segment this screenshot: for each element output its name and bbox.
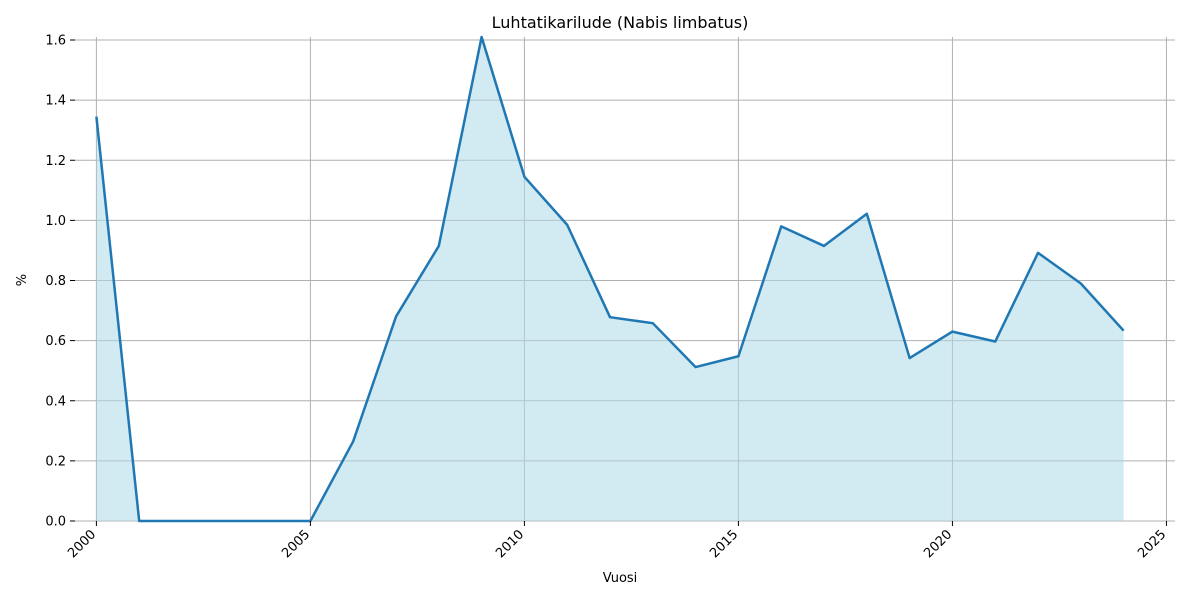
y-tick-label: 0.8 <box>45 274 66 289</box>
x-tick-label: 2025 <box>1135 527 1169 561</box>
y-tick-label: 1.2 <box>45 154 66 169</box>
data-point-2019 <box>908 356 912 360</box>
series-line-layer <box>94 35 1126 523</box>
data-point-2007 <box>394 315 398 319</box>
area-fill-layer <box>96 36 1124 522</box>
y-tick-label: 0.0 <box>45 515 66 530</box>
y-tick-label: 1.0 <box>45 214 66 229</box>
y-tick-label: 0.2 <box>45 454 66 469</box>
data-point-2010 <box>522 175 526 179</box>
data-point-2006 <box>351 439 355 443</box>
data-point-2015 <box>736 354 740 358</box>
data-point-2001 <box>137 519 141 523</box>
data-point-2018 <box>865 212 869 216</box>
data-point-2024 <box>1122 329 1126 333</box>
data-point-2023 <box>1079 282 1083 286</box>
y-tick-label: 1.6 <box>45 34 66 49</box>
y-axis-ticks: 0.0 0.2 0.4 0.6 0.8 1.0 1.2 1.4 1.6 <box>45 34 75 530</box>
data-point-2012 <box>608 315 612 319</box>
y-tick-label: 0.4 <box>45 394 66 409</box>
x-tick-label: 2015 <box>707 527 741 561</box>
data-point-2004 <box>266 519 270 523</box>
data-point-2008 <box>437 244 441 248</box>
data-point-2020 <box>950 330 954 334</box>
data-point-2011 <box>565 223 569 227</box>
data-point-2013 <box>651 321 655 325</box>
data-point-2021 <box>993 340 997 344</box>
data-point-2022 <box>1036 251 1040 255</box>
chart-title: Luhtatikarilude (Nabis limbatus) <box>492 13 749 32</box>
x-axis-label: Vuosi <box>603 571 638 586</box>
y-axis-label: % <box>15 274 30 286</box>
series-line <box>95 35 1125 523</box>
data-point-2002 <box>180 519 184 523</box>
data-point-2017 <box>822 244 826 248</box>
data-point-2016 <box>779 224 783 228</box>
area-fill <box>96 36 1124 522</box>
x-tick-label: 2005 <box>279 527 313 561</box>
x-tick-label: 2020 <box>921 527 955 561</box>
x-tick-label: 2010 <box>493 527 527 561</box>
data-point-2003 <box>223 519 227 523</box>
y-tick-label: 0.6 <box>45 334 66 349</box>
y-tick-label: 1.4 <box>45 94 66 109</box>
data-point-2009 <box>480 35 484 39</box>
x-axis-ticks: 2000 2005 2010 2015 2020 2025 <box>65 521 1169 561</box>
data-point-2000 <box>94 115 98 119</box>
data-point-2014 <box>694 365 698 369</box>
x-tick-label: 2000 <box>65 527 99 561</box>
